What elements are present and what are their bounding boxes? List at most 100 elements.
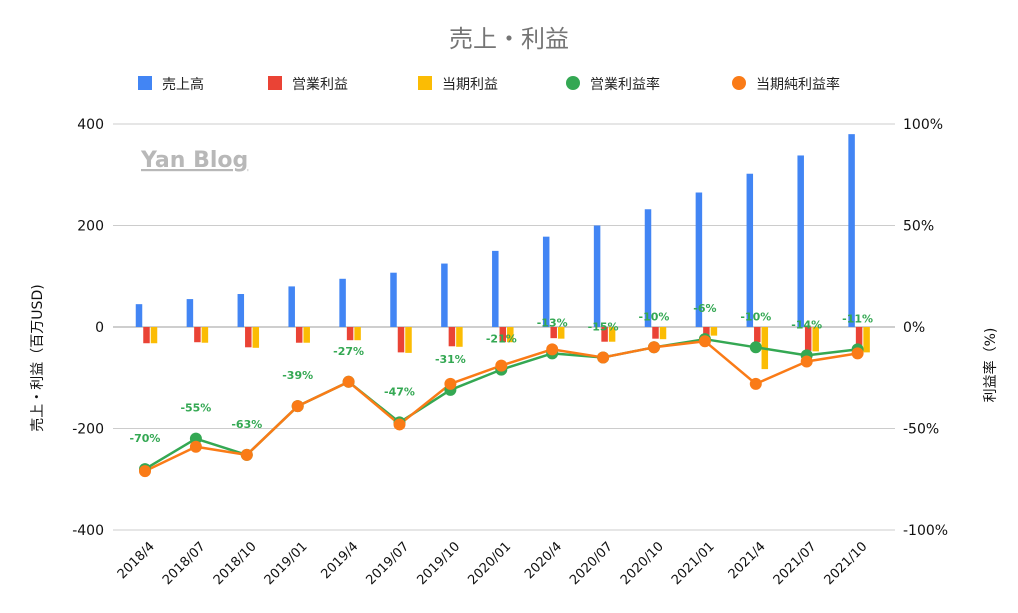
bar-revenue [237,294,245,327]
point-label: -10% [740,310,771,323]
bar-net-profit [150,327,158,344]
x-tick-label: 2019/07 [364,539,413,588]
legend: 売上高 営業利益 当期利益 営業利益率 当期純利益率 [138,76,840,93]
bar-operating-profit [245,327,252,348]
net-margin-point [393,418,406,431]
bar-net-profit [354,327,361,341]
bar-operating-profit [143,327,150,344]
point-label: -11% [842,312,873,325]
net-margin-point [342,375,355,388]
point-label: -27% [333,345,364,358]
legend-swatch [418,76,432,90]
bar-net-profit [710,327,718,336]
left-tick-label: 200 [77,219,104,235]
bar-revenue [797,155,804,327]
net-margin-point [648,341,660,354]
point-label: -55% [180,402,211,415]
bar-net-profit [252,327,260,348]
bar-revenue [644,209,652,327]
legend-swatch [566,76,580,90]
x-tick-label: 2020/07 [567,539,616,588]
legend-label: 営業利益 [292,77,348,93]
bar-net-profit [303,327,310,343]
legend-item: 売上高 [138,76,204,93]
bar-operating-profit [346,327,354,341]
point-label: -39% [282,369,313,382]
legend-item: 営業利益 [268,76,348,93]
net-margin-point [444,377,457,390]
x-tick-label: 2018/07 [160,539,209,588]
x-tick-label: 2018/10 [211,539,260,588]
bar-operating-profit [855,327,863,348]
left-axis-ticks: 400 200 0 -200 -400 [72,117,104,539]
bar-operating-profit [754,327,761,343]
bar-revenue [542,236,550,327]
right-tick-label: 100% [903,117,943,133]
bar-operating-profit [194,327,201,343]
net-margin-point [495,359,508,372]
bar-operating-profit [499,327,507,343]
bars [135,134,870,370]
point-label: -14% [791,318,822,331]
point-label: -13% [537,316,568,329]
bar-operating-profit [601,327,608,342]
net-margin-point [240,448,253,461]
bar-revenue [186,299,194,327]
left-axis-title: 売上・利益（百万USD) [30,284,46,431]
legend-label: 当期利益 [442,77,498,93]
x-tick-label: 2020/01 [465,539,514,588]
point-label: -21% [486,333,517,346]
point-label: -6% [693,302,716,315]
x-tick-label: 2019/4 [318,539,361,582]
x-tick-label: 2021/07 [771,539,820,588]
x-tick-label: 2020/4 [522,539,565,582]
net-margin-point [546,343,559,356]
bar-operating-profit [550,327,557,339]
bar-operating-profit [397,327,405,353]
left-tick-label: 0 [95,320,104,336]
legend-label: 営業利益率 [590,76,660,93]
net-margin-point [698,335,711,348]
bar-operating-profit [295,327,303,343]
legend-item: 営業利益率 [566,76,660,93]
lines [139,333,864,478]
chart-title: 売上・利益 [449,25,569,53]
point-label: -10% [639,310,670,323]
bar-operating-profit [448,327,456,347]
point-label: -70% [130,432,161,445]
legend-item: 当期利益 [418,76,498,93]
legend-item: 当期純利益率 [732,76,840,93]
bar-revenue [339,278,346,327]
bar-net-profit [201,327,209,343]
bar-revenue [288,286,295,327]
x-tick-label: 2021/01 [669,539,718,588]
net-margin-point [139,465,151,478]
bar-operating-profit [703,327,710,336]
bar-revenue [441,263,448,327]
point-label: -31% [435,353,466,366]
bar-revenue [135,304,143,327]
net-margin-point [749,377,762,390]
bar-net-profit [659,327,667,340]
bar-net-profit [405,327,412,353]
right-tick-label: 50% [903,219,934,235]
x-tick-label: 2020/10 [618,539,667,588]
point-labels: -70% -55% -63% -39% -27% -47% -31% -21% -13% -15%… [130,302,874,445]
right-axis-title: 利益率（%) [982,328,999,403]
net-margin-point [597,351,610,364]
point-label: -63% [231,418,262,431]
net-margin-point [291,400,304,413]
bar-operating-profit [804,327,812,351]
point-label: -47% [384,385,415,398]
bar-operating-profit [652,327,659,339]
x-tick-label: 2018/4 [115,539,158,582]
right-tick-label: 0% [903,320,925,336]
bar-net-profit [863,327,870,353]
x-tick-label: 2021/4 [726,539,769,582]
net-margin-point [800,355,813,368]
net-margin-point [851,347,864,360]
legend-swatch [268,76,282,90]
bar-revenue [593,225,601,327]
bar-net-profit [608,327,616,342]
